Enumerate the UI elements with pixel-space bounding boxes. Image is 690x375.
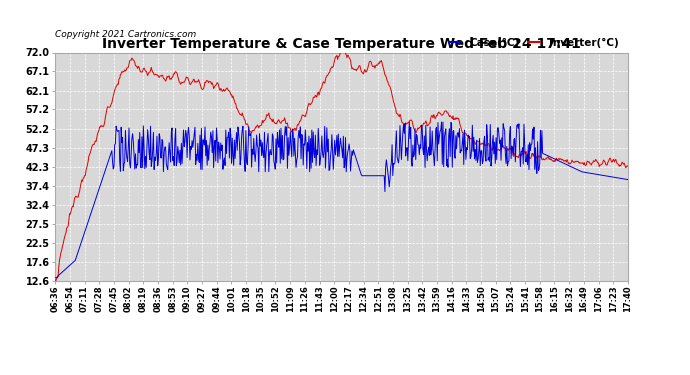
Legend: Case(°C), Inverter(°C): Case(°C), Inverter(°C) bbox=[444, 34, 622, 52]
Title: Inverter Temperature & Case Temperature Wed Feb 24 17:41: Inverter Temperature & Case Temperature … bbox=[102, 38, 581, 51]
Text: Copyright 2021 Cartronics.com: Copyright 2021 Cartronics.com bbox=[55, 30, 197, 39]
